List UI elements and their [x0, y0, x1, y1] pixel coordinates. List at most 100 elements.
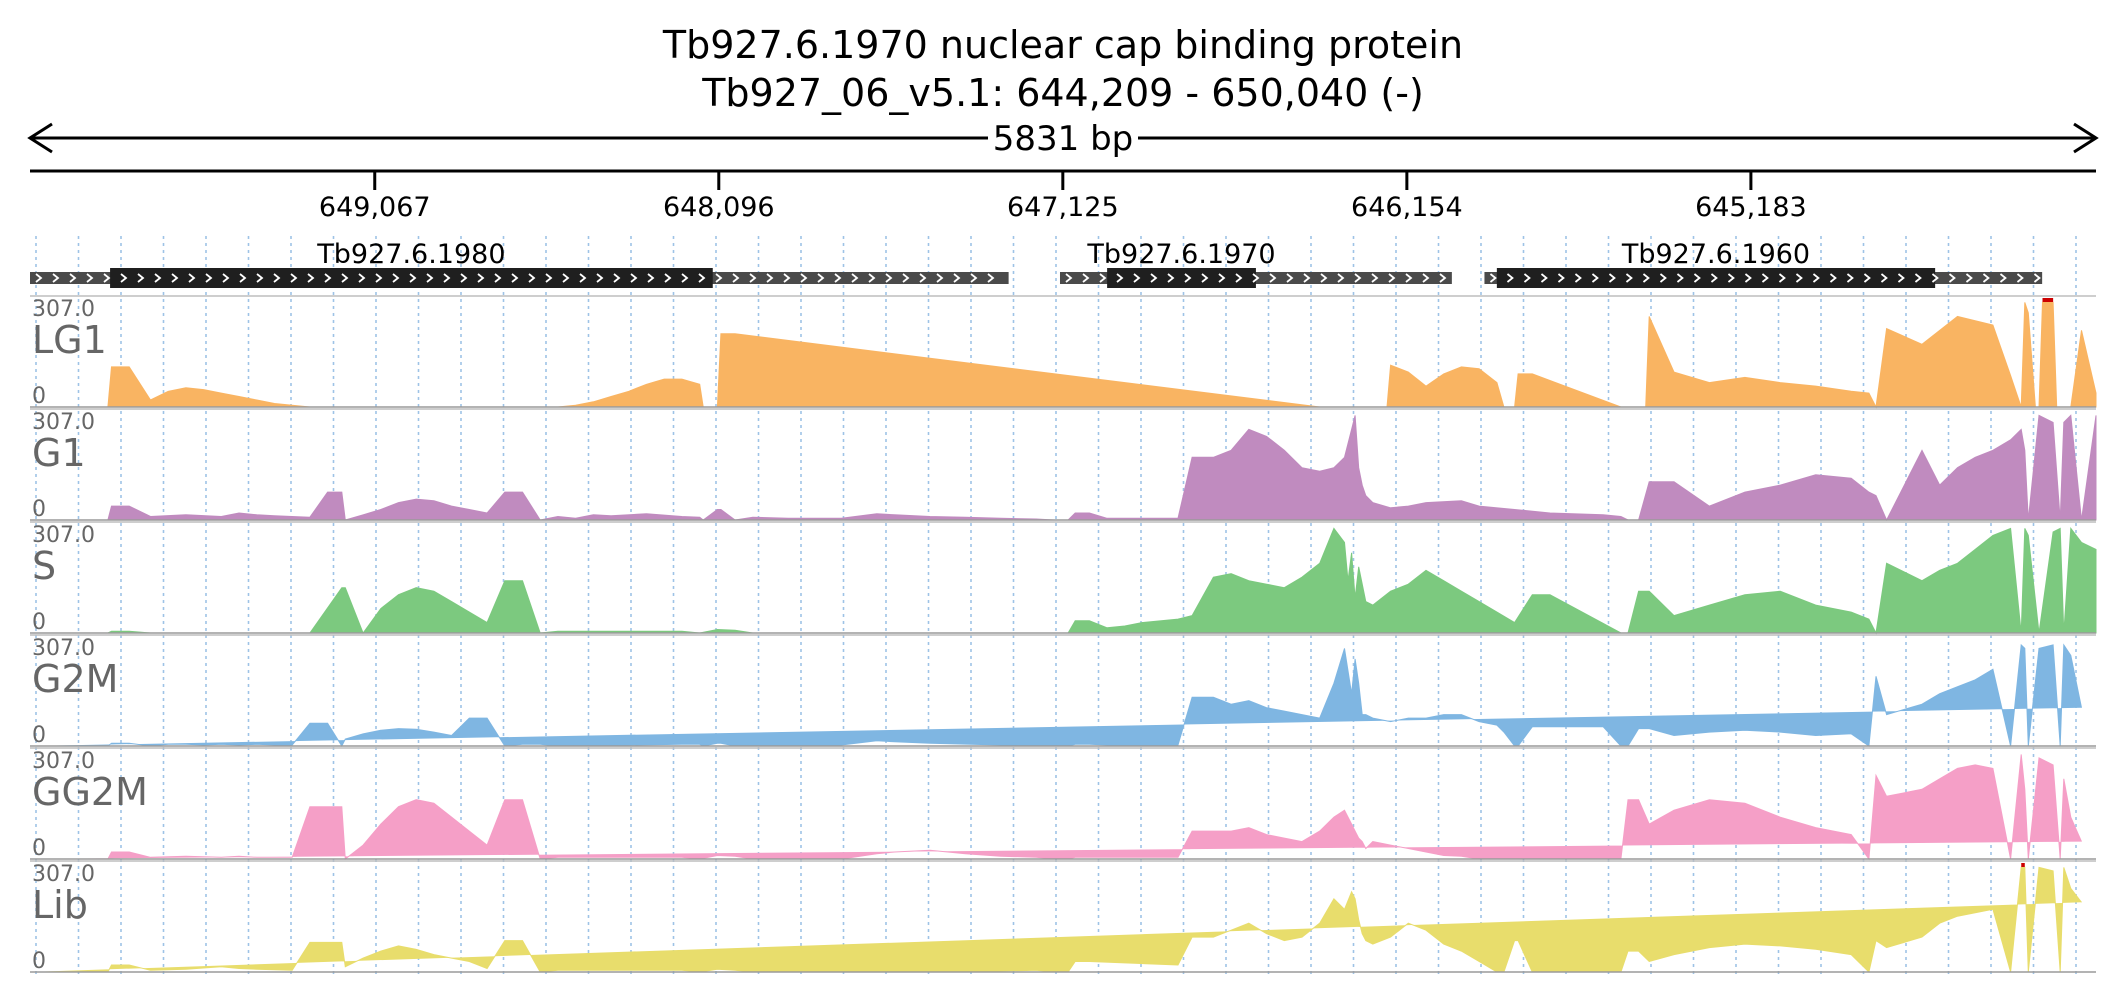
strand-chevron [1948, 273, 1956, 283]
strand-chevron [1523, 273, 1531, 283]
strand-chevron [868, 273, 876, 283]
strand-chevron [596, 273, 604, 283]
strand-chevron [1201, 273, 1209, 283]
strand-chevron [970, 273, 978, 283]
strand-chevron [783, 273, 791, 283]
strand-chevron [1422, 273, 1430, 283]
y-min-label: 0 [32, 497, 46, 522]
span-ruler: 5831 bp [27, 119, 2099, 159]
track-name-label: S [32, 544, 56, 588]
strand-chevron [1303, 273, 1311, 283]
strand-chevron [2016, 273, 2024, 283]
strand-chevron [1880, 273, 1888, 283]
track-lg1: 307.0 0 LG1 [30, 295, 2097, 409]
strand-chevron [1320, 273, 1328, 283]
coverage-area [30, 866, 2082, 973]
y-min-label: 0 [32, 723, 46, 748]
y-max-label: 307.0 [32, 636, 95, 661]
strand-chevron [1863, 273, 1871, 283]
axis-tick-label: 645,183 [1695, 192, 1807, 223]
strand-chevron [307, 273, 315, 283]
strand-chevron [1965, 273, 1973, 283]
strand-chevron [1846, 273, 1854, 283]
y-max-label: 307.0 [32, 749, 95, 774]
track-g1: 307.0 0 G1 [30, 408, 2097, 522]
y-min-label: 0 [32, 384, 46, 409]
strand-chevron [1133, 273, 1141, 283]
track-s: 307.0 0 S [30, 521, 2097, 635]
strand-chevron [154, 273, 162, 283]
strand-chevron [664, 273, 672, 283]
track-name-label: LG1 [32, 318, 107, 362]
strand-chevron [834, 273, 842, 283]
track-g2m: 307.0 0 G2M [30, 634, 2096, 748]
strand-chevron [1693, 273, 1701, 283]
strand-chevron [1286, 273, 1294, 283]
strand-chevron [1167, 273, 1175, 283]
strand-chevron [1116, 273, 1124, 283]
strand-chevron [715, 273, 723, 283]
strand-chevron [613, 273, 621, 283]
strand-chevron [1761, 273, 1769, 283]
clip-mark [2042, 298, 2054, 302]
gene-label: Tb927.6.1970 [1086, 239, 1275, 270]
coverage-area [30, 301, 2097, 409]
strand-chevron [222, 273, 230, 283]
strand-chevron [1184, 273, 1192, 283]
strand-chevron [1999, 273, 2007, 283]
strand-chevron [1727, 273, 1735, 283]
strand-chevron [545, 273, 553, 283]
strand-chevron [1388, 273, 1396, 283]
strand-chevron [1812, 273, 1820, 283]
y-min-label: 0 [32, 949, 46, 974]
strand-chevron [409, 273, 417, 283]
strand-chevron [1371, 273, 1379, 283]
strand-chevron [1676, 273, 1684, 283]
strand-chevron [766, 273, 774, 283]
strand-chevron [1354, 273, 1362, 283]
strand-chevron [324, 273, 332, 283]
axis-tick-label: 648,096 [663, 192, 775, 223]
strand-chevron [494, 273, 502, 283]
track-name-label: Lib [32, 883, 88, 927]
strand-chevron [35, 273, 43, 283]
strand-chevron [375, 273, 383, 283]
strand-chevron [902, 273, 910, 283]
y-max-label: 307.0 [32, 297, 95, 322]
strand-chevron [477, 273, 485, 283]
strand-chevron [443, 273, 451, 283]
strand-chevron [1625, 273, 1633, 283]
strand-chevron [1574, 273, 1582, 283]
strand-chevron [1931, 273, 1939, 283]
gene-cds-bar [1107, 268, 1256, 288]
strand-chevron [1591, 273, 1599, 283]
strand-chevron [205, 273, 213, 283]
strand-chevron [1082, 273, 1090, 283]
strand-chevron [1065, 273, 1073, 283]
strand-chevron [239, 273, 247, 283]
coverage-area [30, 643, 2082, 748]
axis-tick-label: 646,154 [1351, 192, 1463, 223]
strand-chevron [256, 273, 264, 283]
strand-chevron [511, 273, 519, 283]
strand-chevron [1710, 273, 1718, 283]
strand-chevron [52, 273, 60, 283]
strand-chevron [1439, 273, 1447, 283]
gene-label: Tb927.6.1960 [1621, 239, 1810, 270]
strand-chevron [1914, 273, 1922, 283]
strand-chevron [1829, 273, 1837, 283]
strand-chevron [681, 273, 689, 283]
strand-chevron [987, 273, 995, 283]
strand-chevron [460, 273, 468, 283]
strand-chevron [1795, 273, 1803, 283]
gene-label: Tb927.6.1980 [316, 239, 505, 270]
strand-chevron [1642, 273, 1650, 283]
span-length-label: 5831 bp [993, 119, 1134, 159]
strand-chevron [1506, 273, 1514, 283]
strand-chevron [1218, 273, 1226, 283]
strand-chevron [358, 273, 366, 283]
strand-chevron [171, 273, 179, 283]
coverage-area [30, 754, 2082, 861]
strand-chevron [426, 273, 434, 283]
